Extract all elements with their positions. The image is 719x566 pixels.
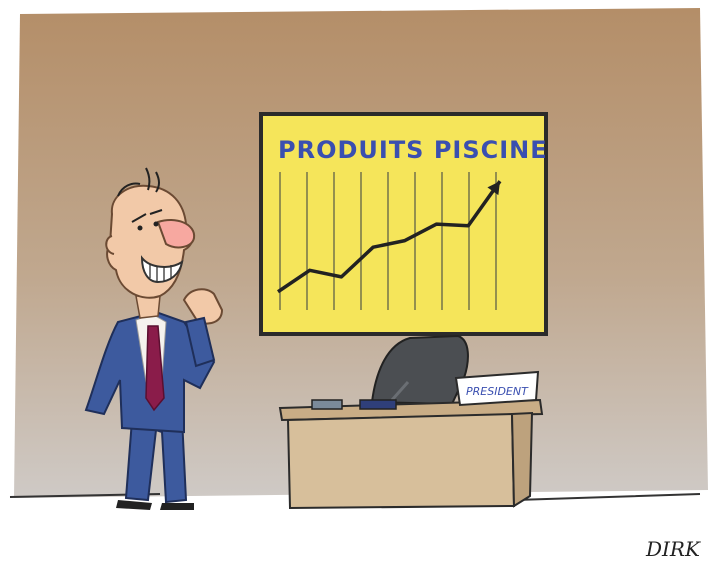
chart-title: PRODUITS PISCINE: [278, 136, 548, 164]
desk: PRESIDENT: [278, 370, 544, 510]
artist-signature: DIRK: [645, 537, 701, 561]
chart-frame: [259, 112, 548, 336]
chart-series-line: [277, 180, 502, 294]
chart-line-group: [277, 180, 502, 294]
chart-arrow-head: [487, 181, 500, 196]
office-chair: [370, 334, 469, 406]
chart-grid: [279, 172, 497, 310]
businessman: [84, 167, 224, 510]
desk-item-tray: [311, 399, 343, 410]
chart-board: PRODUITS PISCINE: [259, 112, 548, 336]
nameplate-text: PRESIDENT: [466, 385, 529, 398]
desk-item-phone: [359, 399, 397, 410]
desk-nameplate: [454, 370, 540, 407]
